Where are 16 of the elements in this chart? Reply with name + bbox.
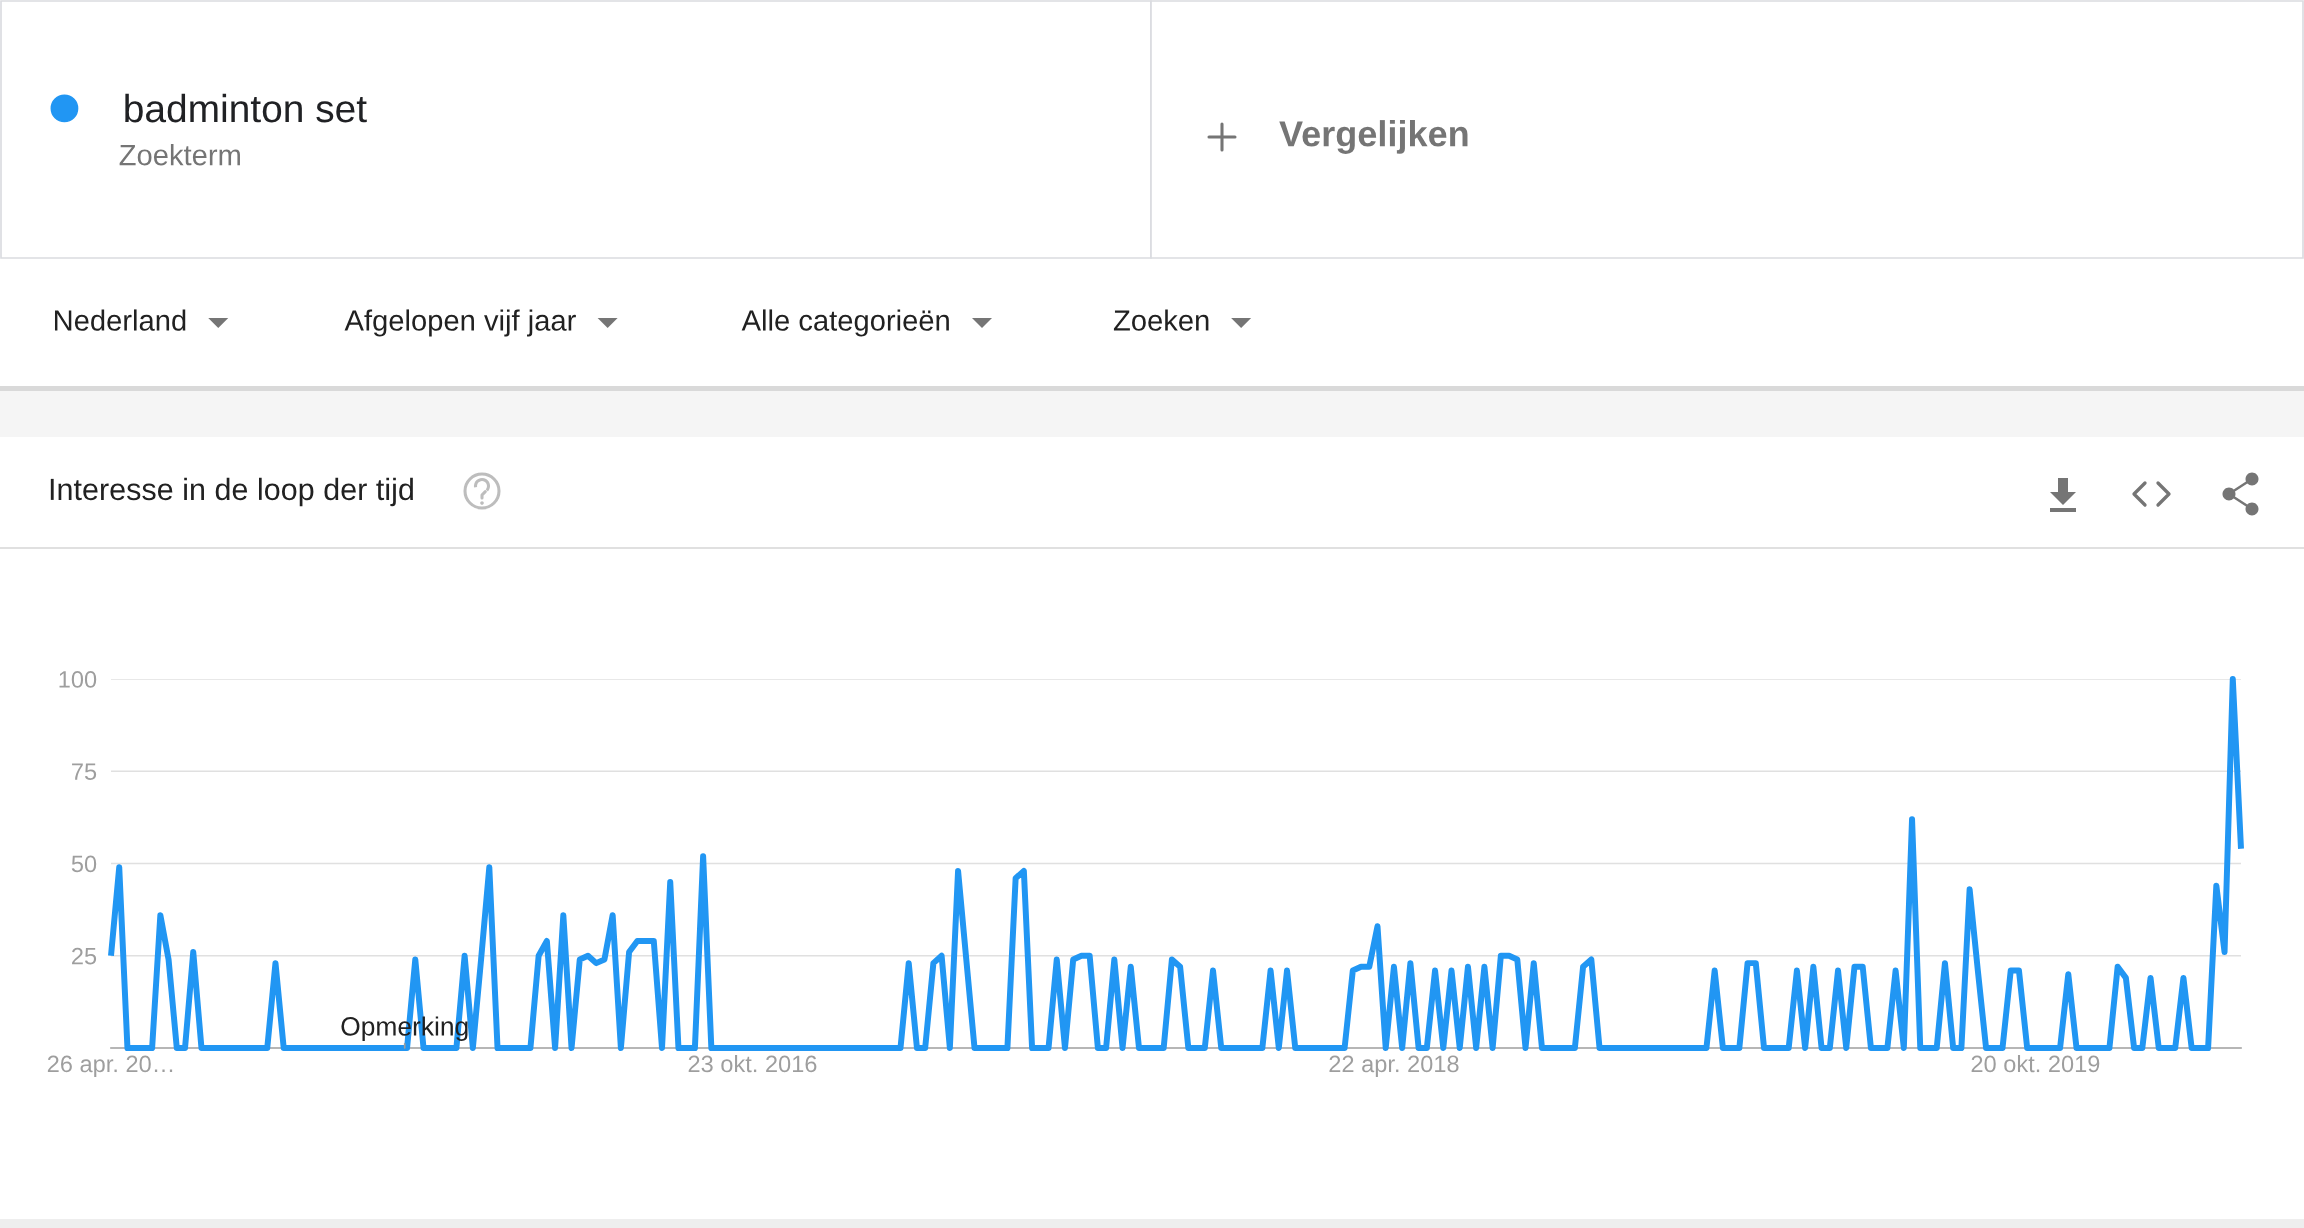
text: Nederland: [54, 309, 186, 331]
text: Afgelopen vijf jaar: [344, 309, 576, 337]
y-tick-label: 50: [71, 855, 97, 873]
x-tick-label: 20 okt. 2019: [1971, 1054, 2100, 1073]
text: Alle categorieën: [741, 309, 949, 337]
legend-label: badminton set: [125, 93, 367, 123]
y-tick-label: 75: [72, 763, 97, 781]
text: Zoekterm: [119, 144, 240, 166]
y-tick-label: 25: [72, 947, 97, 965]
y-tick-label: 100: [59, 671, 97, 688]
x-tick-label: 23 okt. 2016: [688, 1054, 817, 1073]
x-tick-label: 26 apr. 20…: [47, 1055, 173, 1077]
x-tick-label: 22 apr. 2018: [1329, 1055, 1459, 1077]
chart-title: Interesse in de loop der tijd: [50, 477, 413, 507]
text: Zoeken: [1113, 309, 1209, 331]
text: Vergelijken: [1279, 120, 1468, 154]
